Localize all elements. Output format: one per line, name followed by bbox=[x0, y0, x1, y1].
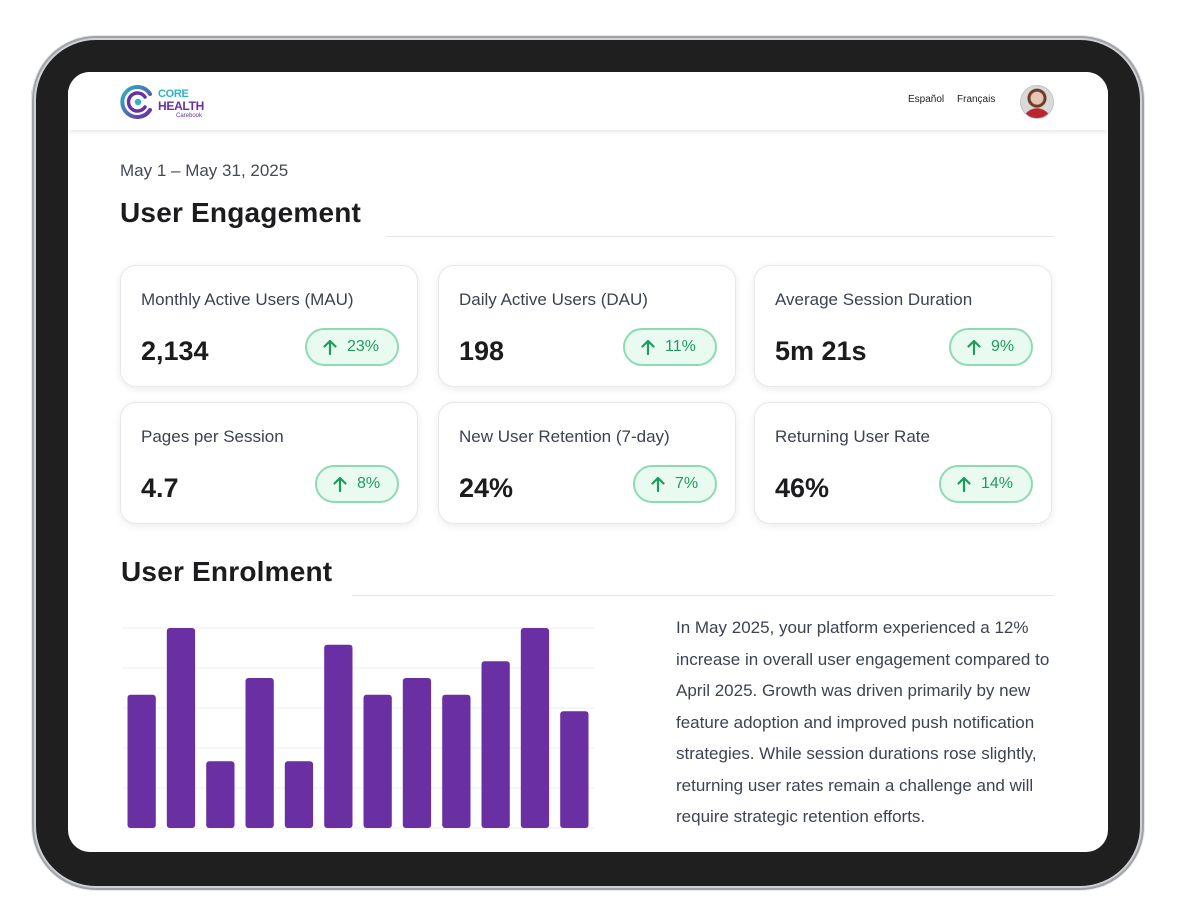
logo-text-core: CORE bbox=[158, 88, 189, 100]
core-health-logo[interactable]: CORE HEALTH Carebook bbox=[120, 84, 230, 120]
top-bar: CORE HEALTH Carebook Español Français bbox=[68, 72, 1108, 130]
power-button bbox=[160, 36, 200, 40]
metric-label: Daily Active Users (DAU) bbox=[459, 290, 648, 309]
arrow-up-icon bbox=[651, 476, 665, 492]
user-avatar[interactable] bbox=[1020, 85, 1054, 119]
metric-label: Monthly Active Users (MAU) bbox=[141, 290, 354, 309]
chart-bar bbox=[206, 761, 235, 828]
chart-bar bbox=[442, 694, 471, 828]
chart-bar bbox=[166, 628, 196, 828]
logo-text-health: HEALTH bbox=[158, 99, 204, 113]
metric-value: 46% bbox=[775, 473, 830, 503]
metric-label: New User Retention (7-day) bbox=[459, 427, 670, 446]
date-range: May 1 – May 31, 2025 bbox=[120, 161, 289, 180]
change-badge: 9% bbox=[949, 328, 1033, 366]
change-badge: 11% bbox=[623, 328, 717, 366]
metric-label: Pages per Session bbox=[141, 427, 284, 446]
metric-card-pages-per-session: Pages per Session 4.7 8% bbox=[120, 402, 418, 524]
chart-bar bbox=[560, 711, 589, 828]
chart-bar bbox=[324, 644, 353, 828]
metric-value: 24% bbox=[459, 473, 514, 503]
language-french-link[interactable]: Français bbox=[957, 94, 996, 105]
change-badge: 14% bbox=[939, 465, 1033, 503]
logo-text-carebook: Carebook bbox=[176, 113, 203, 119]
change-value: 14% bbox=[981, 475, 1014, 492]
enrolment-bar-chart bbox=[122, 627, 594, 829]
arrow-up-icon bbox=[967, 339, 981, 355]
change-value: 11% bbox=[665, 338, 696, 355]
enrolment-summary: In May 2025, your platform experienced a… bbox=[676, 618, 1050, 826]
metric-card-mau: Monthly Active Users (MAU) 2,134 23% bbox=[120, 265, 418, 387]
user-enrolment-heading: User Enrolment bbox=[121, 556, 333, 587]
volume-button bbox=[110, 36, 150, 40]
metric-value: 198 bbox=[459, 336, 505, 366]
chart-bar bbox=[284, 761, 314, 828]
change-value: 7% bbox=[675, 475, 699, 492]
metric-value: 5m 21s bbox=[775, 336, 867, 366]
change-value: 23% bbox=[347, 338, 380, 355]
chart-bar bbox=[520, 628, 550, 828]
chart-bar bbox=[127, 694, 156, 828]
arrow-up-icon bbox=[957, 476, 971, 492]
section-divider bbox=[386, 236, 1054, 237]
metric-label: Average Session Duration bbox=[775, 290, 973, 309]
metric-label: Returning User Rate bbox=[775, 427, 930, 446]
change-badge: 7% bbox=[633, 465, 717, 503]
logo-rings-icon bbox=[120, 85, 152, 119]
metric-card-new-user-retention: New User Retention (7-day) 24% 7% bbox=[438, 402, 736, 524]
chart-bar bbox=[363, 694, 392, 828]
language-spanish-link[interactable]: Español bbox=[908, 94, 945, 105]
section-divider bbox=[352, 595, 1054, 596]
chart-bar bbox=[402, 678, 432, 828]
chart-bar bbox=[481, 661, 510, 828]
arrow-up-icon bbox=[333, 476, 347, 492]
change-value: 8% bbox=[357, 475, 381, 492]
change-badge: 23% bbox=[305, 328, 399, 366]
change-value: 9% bbox=[991, 338, 1015, 355]
arrow-up-icon bbox=[641, 339, 655, 355]
user-engagement-heading: User Engagement bbox=[120, 197, 362, 228]
metric-value: 4.7 bbox=[141, 473, 179, 503]
metric-card-dau: Daily Active Users (DAU) 198 11% bbox=[438, 265, 736, 387]
chart-bar bbox=[245, 678, 274, 828]
arrow-up-icon bbox=[323, 339, 337, 355]
metric-card-returning-user-rate: Returning User Rate 46% 14% bbox=[754, 402, 1052, 524]
metric-value: 2,134 bbox=[141, 336, 209, 366]
change-badge: 8% bbox=[315, 465, 399, 503]
metric-card-session-duration: Average Session Duration 5m 21s 9% bbox=[754, 265, 1052, 387]
app-screen: CORE HEALTH Carebook Español Français Ma… bbox=[68, 72, 1108, 852]
side-button bbox=[31, 90, 35, 136]
